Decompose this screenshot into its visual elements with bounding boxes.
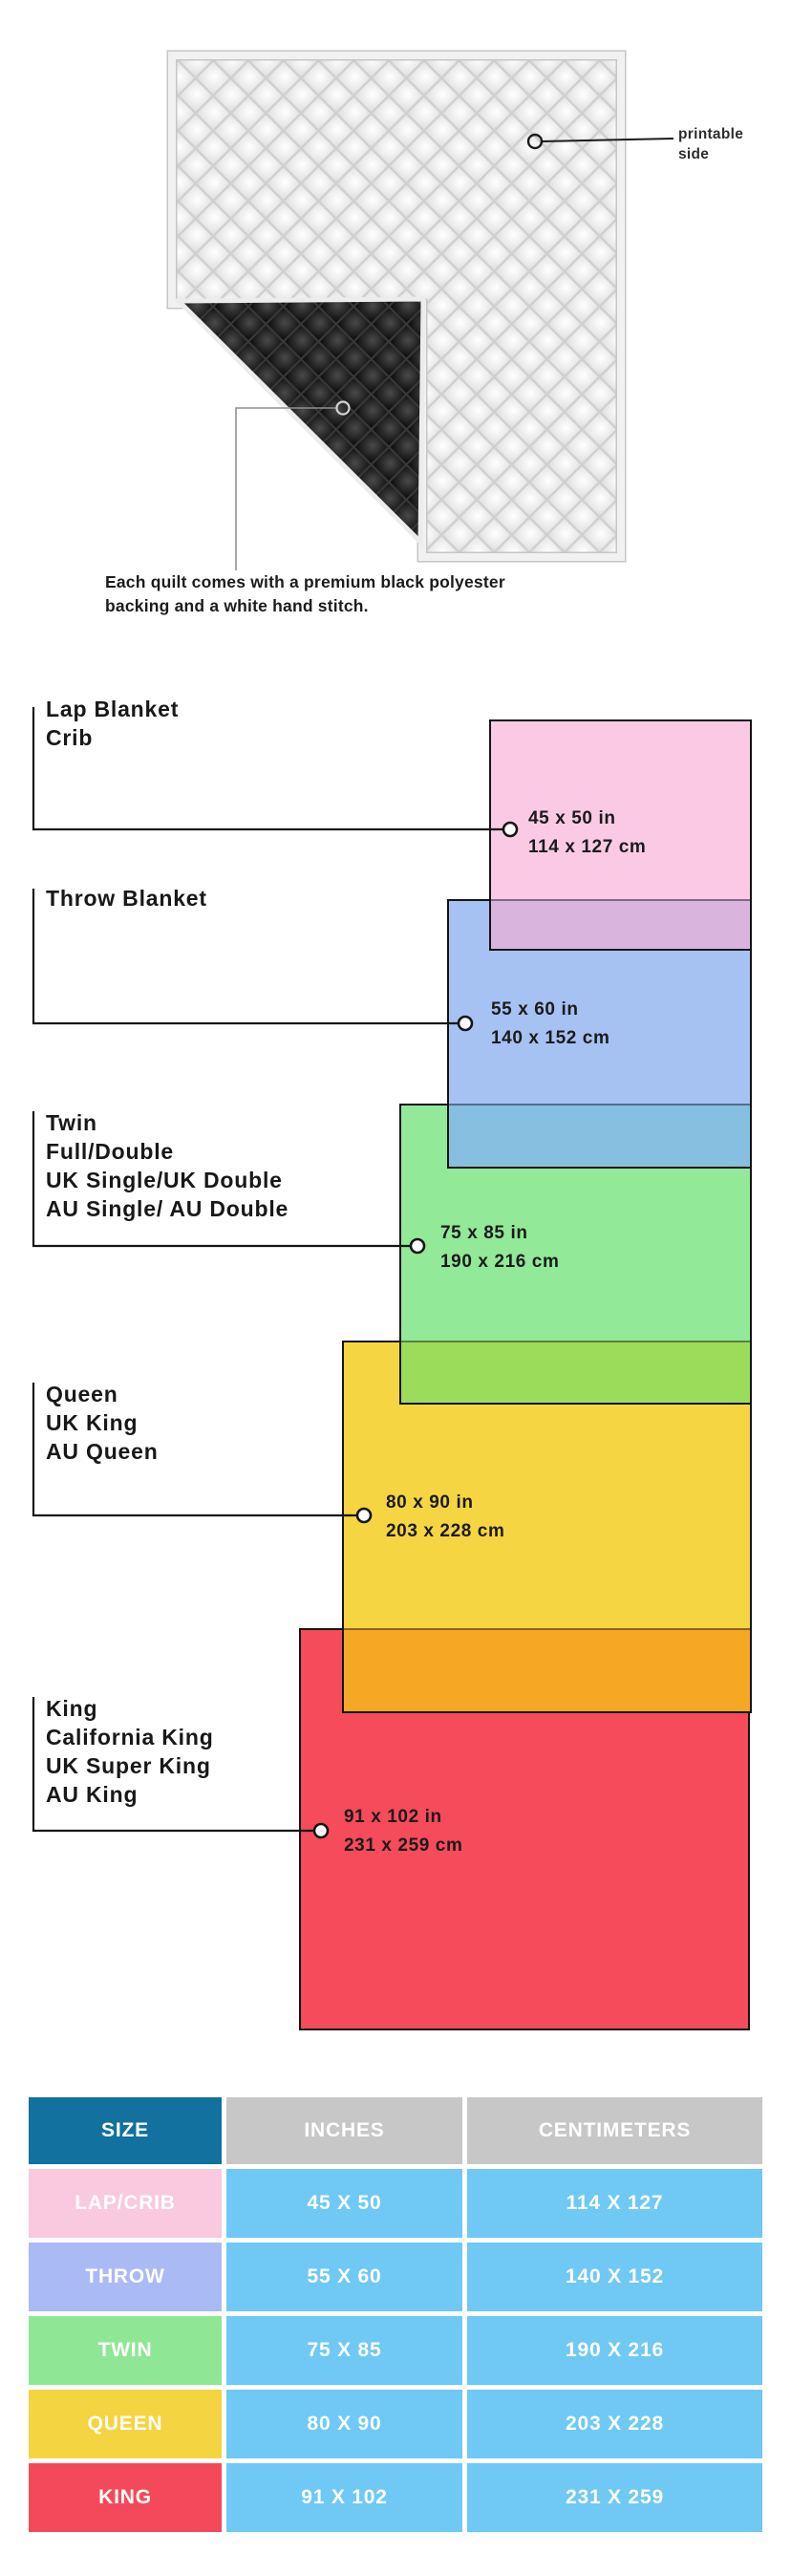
size-measure-queen: 80 x 90 in 203 x 228 cm xyxy=(386,1492,505,1541)
printable-side-label: printable side xyxy=(678,126,744,162)
table-row-twin-cm: 190 X 216 xyxy=(467,2316,762,2385)
table-row-lap-inches: 45 X 50 xyxy=(226,2169,462,2238)
size-measure-twin: 75 x 85 in 190 x 216 cm xyxy=(440,1223,560,1272)
size-table: SIZE INCHES CENTIMETERS LAP/CRIB 45 X 50… xyxy=(29,2097,762,2532)
size-measure-lap: 45 x 50 in 114 x 127 cm xyxy=(528,808,647,857)
size-names-lap: Lap Blanket Crib xyxy=(46,697,180,750)
table-row-throw-inches: 55 X 60 xyxy=(226,2243,462,2311)
size-names-throw: Throw Blanket xyxy=(46,886,207,911)
table-row-lap-size: LAP/CRIB xyxy=(29,2169,222,2238)
quilt-illustration xyxy=(166,50,674,570)
overlap-twin-queen xyxy=(401,1341,750,1403)
quilt-black-backing-fold xyxy=(172,296,426,547)
backing-callout-dot xyxy=(335,400,351,416)
table-row-twin-size: TWIN xyxy=(29,2316,222,2385)
overlap-queen-king xyxy=(344,1628,750,1711)
table-row-king-size: KING xyxy=(29,2463,222,2532)
table-row-throw-cm: 140 X 152 xyxy=(467,2243,762,2311)
table-row-queen-inches: 80 X 90 xyxy=(226,2390,462,2458)
backing-callout-line xyxy=(235,407,336,570)
table-header-centimeters: CENTIMETERS xyxy=(467,2097,762,2164)
printable-callout-dot xyxy=(526,133,544,150)
table-header-size: SIZE xyxy=(29,2097,222,2164)
table-row-throw-size: THROW xyxy=(29,2243,222,2311)
table-row-queen-size: QUEEN xyxy=(29,2390,222,2458)
size-names-twin: Twin Full/Double UK Single/UK Double AU … xyxy=(46,1110,289,1221)
size-measure-king: 91 x 102 in 231 x 259 cm xyxy=(344,1807,463,1856)
table-row-lap-cm: 114 X 127 xyxy=(467,2169,762,2238)
printable-callout-line xyxy=(541,138,674,142)
quilt-caption: Each quilt comes with a premium black po… xyxy=(105,572,505,615)
table-row-king-inches: 91 X 102 xyxy=(226,2463,462,2532)
size-measure-throw: 55 x 60 in 140 x 152 cm xyxy=(491,999,610,1048)
overlap-lap-throw xyxy=(491,899,750,949)
table-header-inches: INCHES xyxy=(226,2097,462,2164)
table-row-king-cm: 231 X 259 xyxy=(467,2463,762,2532)
table-row-queen-cm: 203 X 228 xyxy=(467,2390,762,2458)
size-names-queen: Queen UK King AU Queen xyxy=(46,1382,159,1464)
overlap-throw-twin xyxy=(449,1104,750,1167)
table-row-twin-inches: 75 X 85 xyxy=(226,2316,462,2385)
quilt-white-binding xyxy=(168,52,625,561)
size-names-king: King California King UK Super King AU Ki… xyxy=(46,1696,214,1807)
